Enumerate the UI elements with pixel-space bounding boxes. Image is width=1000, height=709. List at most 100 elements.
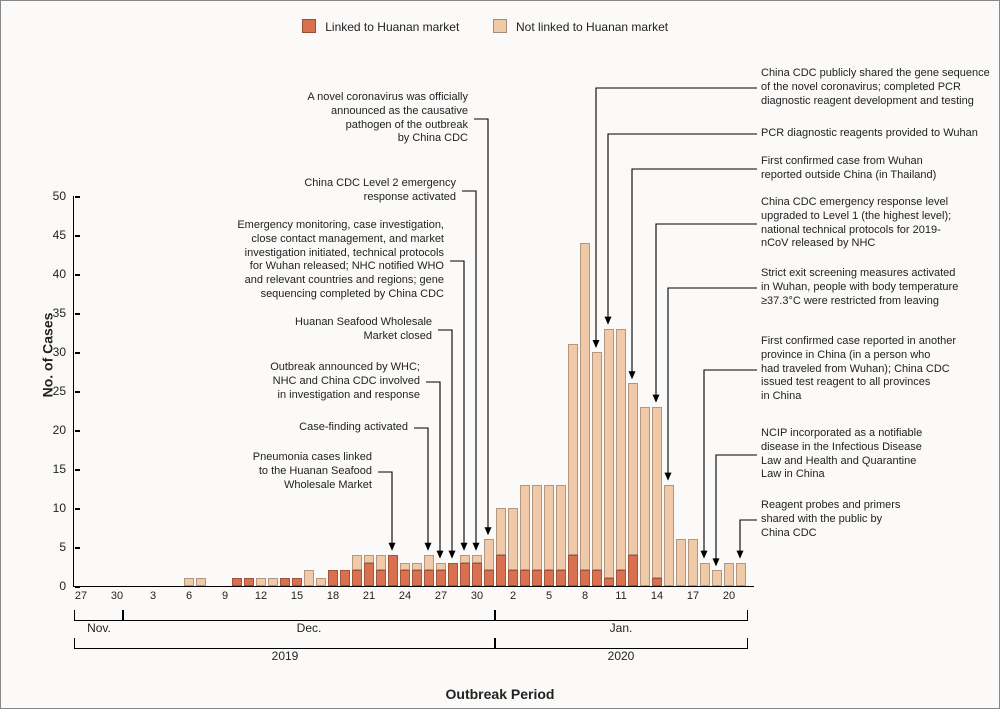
bar-seg-linked <box>520 570 530 586</box>
x-tick: 6 <box>186 590 192 602</box>
bar-seg-notlinked <box>568 344 578 555</box>
bar-seg-linked <box>628 555 638 586</box>
bar <box>268 578 278 586</box>
bar-seg-linked <box>472 563 482 586</box>
annotation-text: China CDC emergency response levelupgrad… <box>761 196 951 251</box>
bar <box>604 329 614 586</box>
bar <box>424 555 434 586</box>
bar-seg-notlinked <box>376 555 386 571</box>
month-bracket: Dec. <box>122 610 496 621</box>
y-tick: 10 <box>26 501 74 515</box>
y-tick: 45 <box>26 228 74 242</box>
annotation-text: First confirmed case from Wuhanreported … <box>761 155 936 183</box>
bar-seg-linked <box>424 570 434 586</box>
bar <box>352 555 362 586</box>
bar-seg-linked <box>412 570 422 586</box>
bar-seg-notlinked <box>676 539 686 586</box>
bar-seg-linked <box>364 563 374 586</box>
bar-seg-linked <box>616 570 626 586</box>
bar <box>280 578 290 586</box>
bar <box>196 578 206 586</box>
annotation-text: Emergency monitoring, case investigation… <box>237 219 444 302</box>
bar <box>316 578 326 586</box>
x-tick: 18 <box>327 590 339 602</box>
bar-seg-notlinked <box>484 539 494 570</box>
bar-seg-linked <box>580 570 590 586</box>
bar <box>448 563 458 586</box>
bar-seg-notlinked <box>268 578 278 586</box>
bar-seg-linked <box>604 578 614 586</box>
bar <box>700 563 710 586</box>
bar <box>472 555 482 586</box>
bar-seg-linked <box>340 570 350 586</box>
bar-seg-linked <box>352 570 362 586</box>
bar-seg-notlinked <box>640 407 650 586</box>
year-bracket-label: 2019 <box>75 649 495 663</box>
month-bracket: Nov. <box>74 610 124 621</box>
year-bracket: 2019 <box>74 638 496 649</box>
y-tick: 15 <box>26 462 74 476</box>
bar-seg-linked <box>376 570 386 586</box>
bar-seg-notlinked <box>556 485 566 571</box>
bar <box>340 570 350 586</box>
bar <box>484 539 494 586</box>
bar <box>592 352 602 586</box>
bar <box>184 578 194 586</box>
bar-seg-notlinked <box>472 555 482 563</box>
bar <box>508 508 518 586</box>
bar-seg-notlinked <box>664 485 674 586</box>
bar-seg-linked <box>484 570 494 586</box>
x-tick: 3 <box>150 590 156 602</box>
x-axis-label: Outbreak Period <box>1 686 999 702</box>
bar <box>544 485 554 586</box>
x-tick: 11 <box>615 590 626 602</box>
x-tick: 20 <box>723 590 735 602</box>
bar <box>436 563 446 586</box>
bar-seg-linked <box>280 578 290 586</box>
x-tick: 30 <box>471 590 483 602</box>
x-tick: 27 <box>75 590 87 602</box>
bar-seg-notlinked <box>580 243 590 571</box>
x-tick: 17 <box>687 590 699 602</box>
annotation-text: A novel coronavirus was officiallyannoun… <box>307 91 468 146</box>
x-tick: 12 <box>255 590 267 602</box>
bar-seg-notlinked <box>508 508 518 570</box>
month-bracket-label: Dec. <box>123 621 495 635</box>
x-tick: 9 <box>222 590 228 602</box>
bar-seg-notlinked <box>184 578 194 586</box>
bar <box>292 578 302 586</box>
annotation-text: Reagent probes and primersshared with th… <box>761 499 900 540</box>
bar <box>640 407 650 586</box>
bar <box>616 329 626 586</box>
annotation-text: PCR diagnostic reagents provided to Wuha… <box>761 127 978 141</box>
annotation-text: China CDC publicly shared the gene seque… <box>761 67 990 108</box>
bar-seg-linked <box>508 570 518 586</box>
bar <box>412 563 422 586</box>
legend-label-linked: Linked to Huanan market <box>325 20 459 34</box>
bar <box>304 570 314 586</box>
bar-seg-linked <box>592 570 602 586</box>
legend-swatch-linked <box>302 19 316 33</box>
bar-seg-notlinked <box>316 578 326 586</box>
bar-seg-linked <box>496 555 506 586</box>
x-tick-labels: 27303691215182124273025811141720 <box>74 586 754 606</box>
annotation-text: Huanan Seafood WholesaleMarket closed <box>295 316 432 344</box>
bar-seg-notlinked <box>460 555 470 563</box>
annotation-text: Case-finding activated <box>299 421 408 435</box>
bar-seg-linked <box>436 570 446 586</box>
bar-seg-notlinked <box>616 329 626 571</box>
bar-seg-linked <box>556 570 566 586</box>
annotation-text: Strict exit screening measures activated… <box>761 267 958 308</box>
bar-seg-notlinked <box>424 555 434 571</box>
bar-seg-notlinked <box>688 539 698 586</box>
bar-seg-notlinked <box>724 563 734 586</box>
y-tick: 40 <box>26 267 74 281</box>
bar-seg-notlinked <box>496 508 506 555</box>
bar-seg-linked <box>448 563 458 586</box>
bar <box>496 508 506 586</box>
y-tick: 5 <box>26 540 74 554</box>
month-bracket-label: Nov. <box>75 621 123 635</box>
bar-seg-linked <box>568 555 578 586</box>
x-tick: 24 <box>399 590 411 602</box>
bar <box>388 555 398 586</box>
